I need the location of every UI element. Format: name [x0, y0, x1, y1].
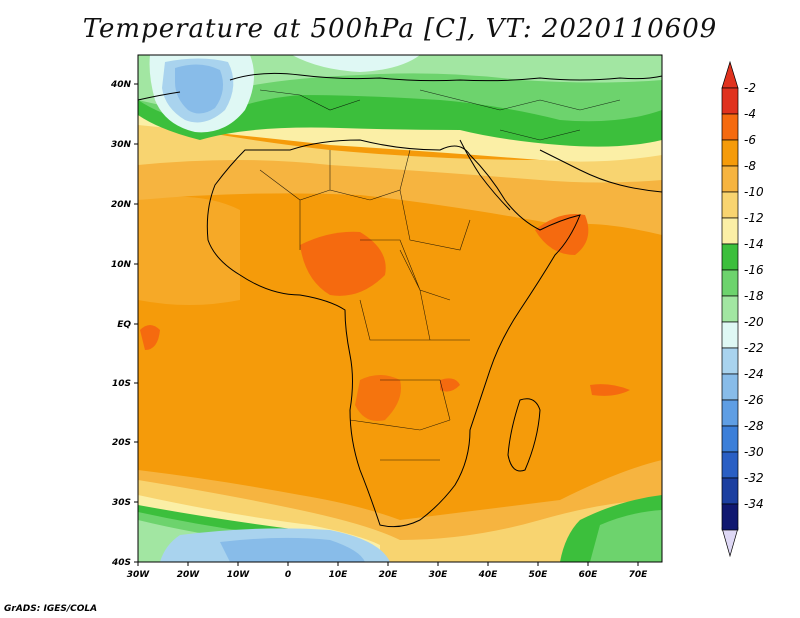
- colorbar-label: -34: [744, 497, 764, 511]
- colorbar-label: -4: [744, 107, 756, 121]
- colorbar-label: -12: [744, 211, 764, 225]
- colorbar-label: -10: [744, 185, 764, 199]
- lon-label: 50E: [529, 570, 549, 580]
- colorbar-label: -6: [744, 133, 756, 147]
- colorbar-label: -8: [744, 159, 756, 173]
- lat-label: 10N: [111, 260, 132, 270]
- longitude-labels: 30W 20W 10W 0 10E 20E 30E 40E 50E 60E 70…: [127, 570, 648, 580]
- colorbar-bottom-arrow: [721, 527, 739, 558]
- colorbar-swatch: [721, 295, 739, 323]
- lon-label: 70E: [629, 570, 649, 580]
- lon-label: 0: [285, 570, 291, 580]
- colorbar-label: -2: [744, 81, 756, 95]
- lon-label: 20E: [379, 570, 399, 580]
- coastlines: [137, 72, 663, 528]
- lat-label: 10S: [112, 379, 131, 389]
- colorbar-label: -30: [744, 445, 764, 459]
- colorbar-swatch: [721, 217, 739, 245]
- lon-label: 60E: [579, 570, 599, 580]
- lon-label: 10W: [227, 570, 251, 580]
- plot-frame: [137, 54, 663, 563]
- colorbar-label: -18: [744, 289, 764, 303]
- map-title: Temperature at 500hPa [C], VT: 202011060…: [82, 14, 718, 44]
- lon-label: 30W: [127, 570, 151, 580]
- lon-label: 10E: [329, 570, 349, 580]
- colorbar-swatch: [721, 399, 739, 427]
- lon-label: 30E: [429, 570, 449, 580]
- temperature-field: [138, 55, 662, 562]
- lon-label: 20W: [177, 570, 201, 580]
- colorbar-swatch: [721, 503, 739, 531]
- colorbar-swatch: [721, 113, 739, 141]
- colorbar-swatch: [721, 425, 739, 453]
- grads-credit: GrADS: IGES/COLA: [4, 604, 98, 614]
- colorbar-label: -16: [744, 263, 764, 277]
- colorbar-label: -28: [744, 419, 764, 433]
- lon-label: 40E: [478, 570, 499, 580]
- colorbar-swatch: [721, 243, 739, 271]
- colorbar-swatch: [721, 321, 739, 349]
- axis-ticks: [134, 83, 639, 566]
- colorbar-label: -22: [744, 341, 764, 355]
- colorbar-swatch: [721, 191, 739, 219]
- colorbar-top-arrow: [721, 60, 739, 89]
- lat-label: 40N: [110, 80, 132, 90]
- colorbar-label: -32: [744, 471, 764, 485]
- lat-label: EQ: [117, 320, 131, 330]
- latitude-labels: 40N 30N 20N 10N EQ 10S 20S 30S 40S: [110, 80, 132, 568]
- lat-label: 30S: [112, 498, 131, 508]
- lat-label: 30N: [111, 140, 132, 150]
- colorbar-label: -24: [744, 367, 764, 381]
- colorbar-swatch: [721, 477, 739, 505]
- colorbar-swatch: [721, 347, 739, 375]
- colorbar-swatch: [721, 139, 739, 167]
- colorbar-swatch: [721, 87, 739, 115]
- colorbar-label: -14: [744, 237, 764, 251]
- colorbar-swatch: [721, 269, 739, 297]
- lat-label: 20N: [111, 200, 132, 210]
- colorbar-label: -26: [744, 393, 764, 407]
- colorbar-swatch: [721, 373, 739, 401]
- colorbar-swatch: [721, 165, 739, 193]
- colorbar-label: -20: [744, 315, 764, 329]
- country-borders: [259, 89, 621, 461]
- colorbar: -2 -4 -6 -8 -10 -12 -14 -16 -18 -20 -22 …: [721, 60, 764, 558]
- colorbar-swatch: [721, 451, 739, 479]
- lat-label: 40S: [111, 558, 131, 568]
- lat-label: 20S: [112, 438, 131, 448]
